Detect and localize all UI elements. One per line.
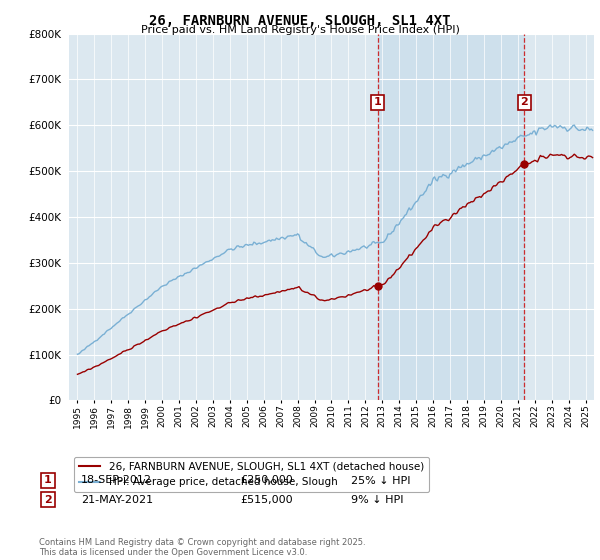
Text: £515,000: £515,000 xyxy=(240,494,293,505)
Text: £250,000: £250,000 xyxy=(240,475,293,486)
Text: 2: 2 xyxy=(520,97,528,108)
Text: 1: 1 xyxy=(44,475,52,486)
Text: 21-MAY-2021: 21-MAY-2021 xyxy=(81,494,153,505)
Text: 1: 1 xyxy=(374,97,382,108)
Text: Contains HM Land Registry data © Crown copyright and database right 2025.
This d: Contains HM Land Registry data © Crown c… xyxy=(39,538,365,557)
Text: 25% ↓ HPI: 25% ↓ HPI xyxy=(351,475,410,486)
Text: 18-SEP-2012: 18-SEP-2012 xyxy=(81,475,152,486)
Text: 26, FARNBURN AVENUE, SLOUGH, SL1 4XT: 26, FARNBURN AVENUE, SLOUGH, SL1 4XT xyxy=(149,14,451,28)
Text: Price paid vs. HM Land Registry's House Price Index (HPI): Price paid vs. HM Land Registry's House … xyxy=(140,25,460,35)
Legend: 26, FARNBURN AVENUE, SLOUGH, SL1 4XT (detached house), HPI: Average price, detac: 26, FARNBURN AVENUE, SLOUGH, SL1 4XT (de… xyxy=(74,457,429,492)
Bar xyxy=(377,34,524,400)
Text: 2: 2 xyxy=(44,494,52,505)
Text: 9% ↓ HPI: 9% ↓ HPI xyxy=(351,494,404,505)
